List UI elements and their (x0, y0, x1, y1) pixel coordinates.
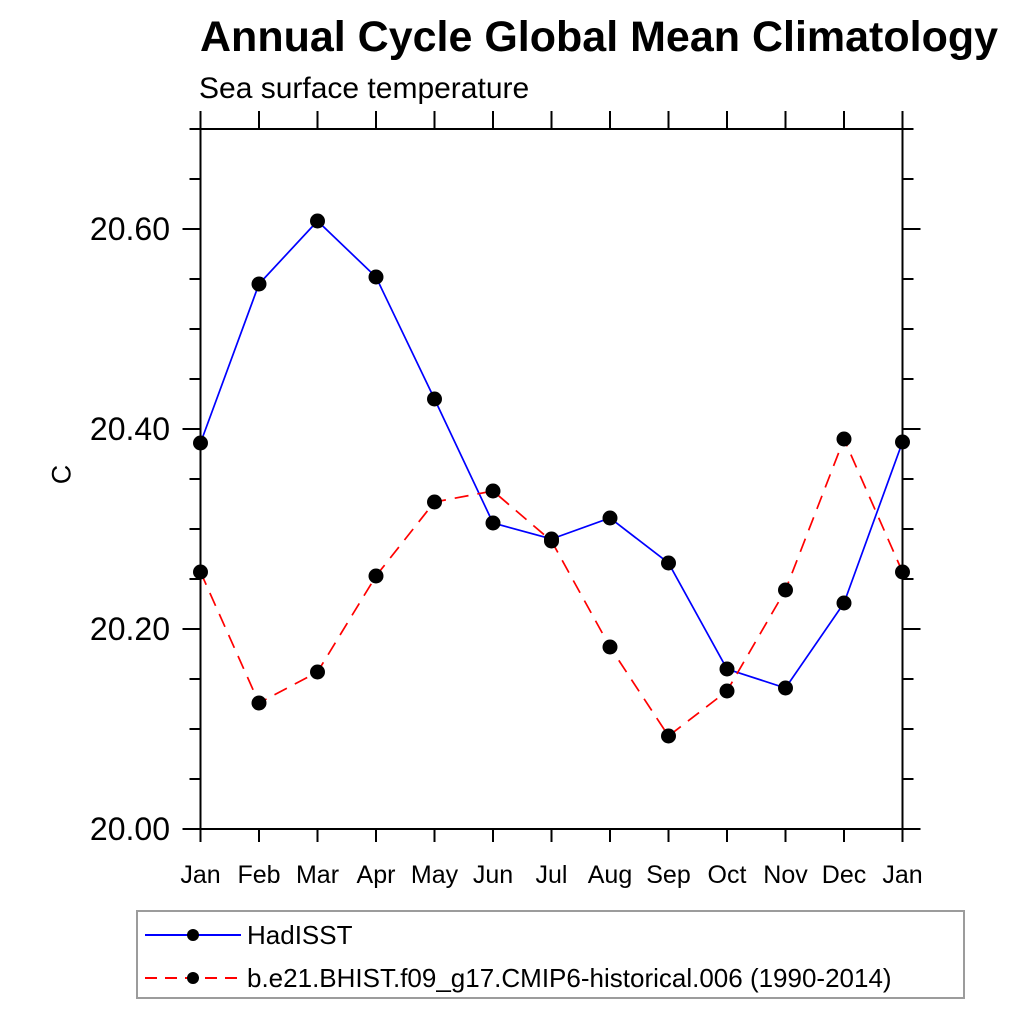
data-point-marker (368, 568, 384, 584)
data-point-marker (485, 515, 501, 531)
chart-title: Annual Cycle Global Mean Climatology (200, 13, 999, 61)
legend-item-hadisst: HadISST (143, 915, 353, 955)
x-tick-label: May (411, 861, 459, 889)
data-point-marker (310, 664, 325, 680)
x-tick-label: Dec (822, 861, 866, 889)
x-tick-label: Aug (588, 861, 632, 889)
data-point-marker (193, 435, 208, 451)
data-point-marker (661, 728, 676, 744)
x-tick-label: Nov (763, 861, 808, 889)
x-tick-labels: Jan Feb Mar Apr May Jun Jul Aug Sep Oct Nov Dec Jan (180, 861, 922, 889)
data-point-marker (778, 582, 793, 598)
y-tick-label: 20.00 (90, 811, 170, 847)
x-ticks-top (199, 111, 904, 129)
data-point-marker (719, 683, 735, 699)
data-point-marker (368, 269, 384, 285)
data-point-marker (895, 564, 910, 580)
data-point-marker (602, 639, 618, 655)
x-tick-label: Jun (473, 861, 513, 889)
data-point-marker (895, 434, 910, 450)
legend-line-sample-dashed (145, 972, 241, 984)
data-point-marker (427, 391, 442, 407)
legend-line-sample-solid (145, 929, 241, 941)
legend-label: HadISST (247, 920, 353, 950)
x-tick-label: Feb (237, 861, 280, 889)
y-tick-label: 20.40 (90, 411, 170, 447)
data-point-marker (251, 276, 267, 292)
legend-box: HadISST b.e21.BHIST.f09_g17.CMIP6-histor… (136, 910, 965, 999)
series-markers-0 (193, 213, 910, 696)
x-ticks-bottom (199, 829, 904, 842)
chart-subtitle: Sea surface temperature (199, 72, 530, 105)
data-point-marker (310, 213, 325, 229)
y-tick-label: 20.20 (90, 611, 170, 647)
x-tick-label: Jan (882, 861, 922, 889)
data-point-marker (485, 483, 501, 499)
x-tick-label: Jan (180, 861, 220, 889)
series-line-1 (199, 436, 904, 738)
legend-item-model: b.e21.BHIST.f09_g17.CMIP6-historical.006… (143, 958, 892, 998)
data-point-marker (251, 695, 267, 711)
data-point-marker (193, 564, 208, 580)
data-point-marker (836, 595, 852, 611)
data-point-marker (602, 510, 618, 526)
data-point-marker (778, 680, 793, 696)
data-point-marker (427, 494, 442, 510)
series-line-0 (199, 219, 904, 690)
y-ticks-right (902, 128, 921, 830)
data-point-marker (836, 431, 852, 447)
x-tick-label: Sep (646, 861, 690, 889)
x-tick-label: Jul (536, 861, 568, 889)
y-tick-label: 20.60 (90, 211, 170, 247)
data-point-marker (544, 533, 559, 549)
x-tick-label: Apr (357, 861, 396, 889)
legend-label: b.e21.BHIST.f09_g17.CMIP6-historical.006… (247, 963, 892, 993)
data-point-marker (719, 661, 735, 677)
data-point-marker (661, 555, 676, 571)
series-markers-1 (193, 431, 910, 744)
y-tick-labels: 20.00 20.20 20.40 20.60 (90, 211, 170, 847)
x-tick-label: Oct (708, 861, 747, 889)
y-ticks-left (182, 128, 201, 830)
x-tick-label: Mar (296, 861, 339, 889)
